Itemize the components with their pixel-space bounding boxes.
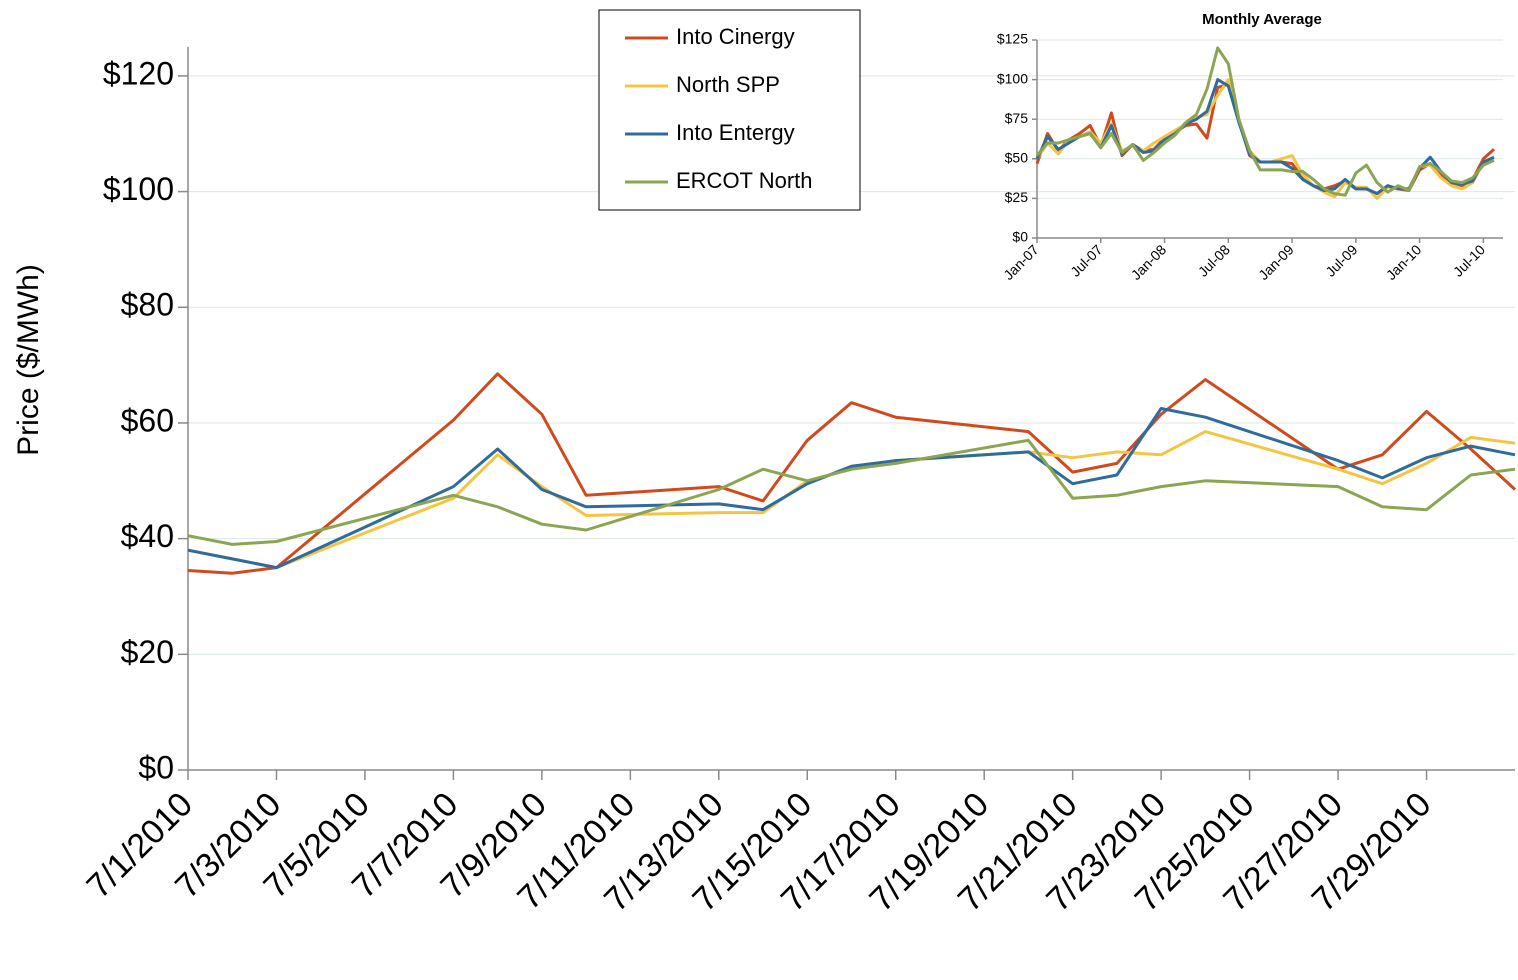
y-axis-label: Price ($/MWh) <box>12 264 45 456</box>
legend-box <box>598 9 861 211</box>
y-tick-label: $0 <box>1012 229 1028 245</box>
y-tick-label: $60 <box>121 402 174 438</box>
legend: Into Cinergy North SPP Into Entergy ERCOT N… <box>598 9 861 211</box>
series-line <box>187 438 1516 546</box>
y-tick-label: $125 <box>997 31 1028 47</box>
inset-title: Monthly Average <box>1202 11 1322 28</box>
legend-label: North SPP <box>676 72 780 97</box>
series-line <box>1035 46 1495 197</box>
y-tick-label: $20 <box>121 634 174 670</box>
y-tick-label: $100 <box>997 70 1028 86</box>
y-tick-label: $25 <box>1005 189 1029 205</box>
series-line <box>187 372 1517 575</box>
x-tick-label: Jan-10 <box>1383 241 1425 283</box>
y-tick-label: $0 <box>138 749 174 785</box>
y-tick-label: $50 <box>1005 150 1029 166</box>
x-tick-label: Jan-07 <box>1000 241 1042 283</box>
x-tick-label: Jan-09 <box>1255 241 1297 283</box>
y-tick-label: $120 <box>103 55 174 91</box>
y-tick-label: $75 <box>1005 110 1029 126</box>
legend-label: Into Entergy <box>676 120 795 145</box>
series-line <box>187 407 1516 570</box>
legend-label: ERCOT North <box>676 168 813 193</box>
x-tick-label: Jul-07 <box>1067 241 1105 279</box>
y-tick-label: $80 <box>121 287 174 323</box>
legend-label: Into Cinergy <box>676 24 795 49</box>
y-tick-label: $100 <box>103 171 174 207</box>
x-tick-label: Jul-10 <box>1450 241 1488 279</box>
x-tick-label: Jan-08 <box>1128 241 1170 283</box>
series-line <box>1035 78 1495 196</box>
x-tick-label: Jul-09 <box>1322 241 1360 279</box>
y-tick-label: $40 <box>121 518 174 554</box>
x-tick-label: Jul-08 <box>1195 241 1233 279</box>
